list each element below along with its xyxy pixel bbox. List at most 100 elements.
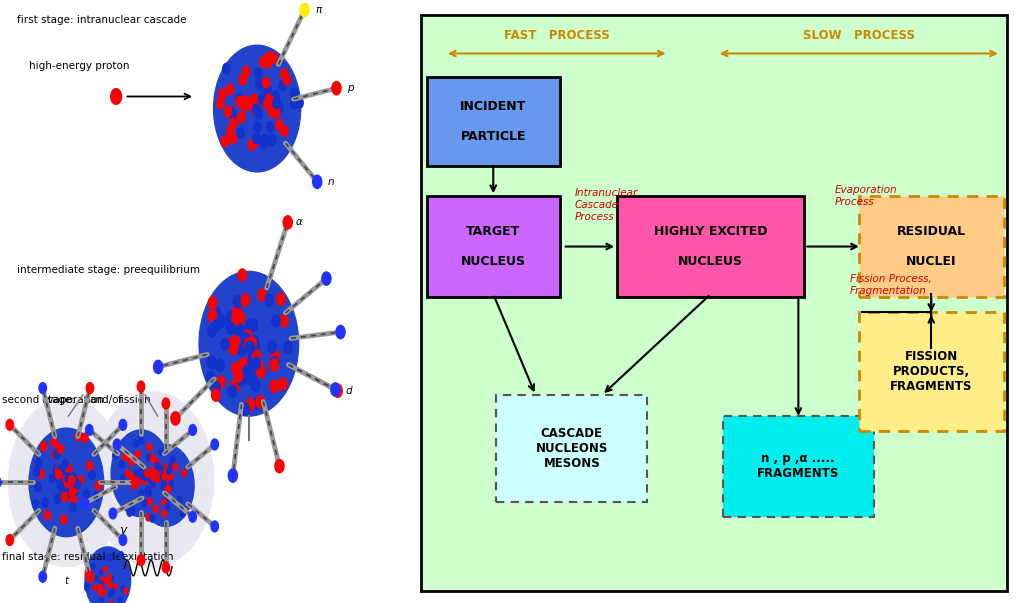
Text: n: n bbox=[328, 177, 334, 187]
Circle shape bbox=[82, 433, 88, 442]
Circle shape bbox=[167, 495, 172, 502]
Circle shape bbox=[109, 554, 112, 560]
Circle shape bbox=[284, 341, 292, 354]
Circle shape bbox=[238, 343, 246, 356]
Circle shape bbox=[146, 498, 152, 505]
Circle shape bbox=[109, 591, 113, 596]
Circle shape bbox=[8, 398, 124, 567]
Circle shape bbox=[332, 81, 341, 95]
Text: Evaporation
Process: Evaporation Process bbox=[835, 185, 897, 207]
Text: p: p bbox=[347, 83, 353, 93]
Circle shape bbox=[167, 481, 171, 488]
Circle shape bbox=[279, 377, 287, 390]
Circle shape bbox=[153, 505, 158, 513]
Circle shape bbox=[251, 379, 260, 391]
Circle shape bbox=[229, 118, 238, 129]
Circle shape bbox=[62, 459, 69, 469]
Circle shape bbox=[86, 425, 93, 435]
FancyBboxPatch shape bbox=[497, 395, 647, 502]
Circle shape bbox=[291, 88, 298, 99]
Circle shape bbox=[59, 482, 66, 491]
Circle shape bbox=[150, 481, 155, 488]
Circle shape bbox=[257, 366, 265, 378]
Circle shape bbox=[163, 498, 168, 505]
Circle shape bbox=[281, 125, 288, 136]
Circle shape bbox=[137, 469, 142, 476]
Circle shape bbox=[236, 93, 243, 104]
Circle shape bbox=[109, 582, 112, 588]
Circle shape bbox=[256, 79, 263, 90]
Circle shape bbox=[241, 403, 249, 415]
Circle shape bbox=[146, 443, 152, 451]
Circle shape bbox=[133, 472, 138, 479]
Text: Intranuclear
Cascade
Process: Intranuclear Cascade Process bbox=[574, 188, 638, 221]
Circle shape bbox=[248, 356, 257, 368]
Circle shape bbox=[223, 63, 230, 74]
Circle shape bbox=[53, 450, 59, 459]
Circle shape bbox=[267, 96, 274, 107]
Text: INCIDENT

PARTICLE: INCIDENT PARTICLE bbox=[460, 100, 526, 144]
Circle shape bbox=[221, 338, 229, 350]
Circle shape bbox=[253, 102, 260, 112]
Circle shape bbox=[280, 315, 288, 327]
Circle shape bbox=[169, 463, 174, 469]
Text: π: π bbox=[315, 5, 322, 15]
Circle shape bbox=[261, 134, 268, 145]
Circle shape bbox=[284, 74, 291, 85]
Circle shape bbox=[93, 585, 96, 590]
Circle shape bbox=[65, 489, 71, 498]
Circle shape bbox=[100, 577, 104, 582]
Circle shape bbox=[139, 437, 144, 444]
Circle shape bbox=[241, 327, 249, 339]
Text: high-energy proton: high-energy proton bbox=[29, 62, 129, 71]
Circle shape bbox=[100, 597, 103, 602]
Circle shape bbox=[139, 467, 144, 474]
Circle shape bbox=[173, 464, 178, 470]
Circle shape bbox=[151, 467, 156, 474]
Circle shape bbox=[62, 476, 69, 485]
Circle shape bbox=[246, 340, 254, 352]
Circle shape bbox=[105, 555, 110, 560]
Circle shape bbox=[189, 511, 197, 522]
Circle shape bbox=[162, 471, 167, 478]
Circle shape bbox=[141, 477, 146, 485]
Circle shape bbox=[111, 589, 115, 594]
Circle shape bbox=[229, 342, 238, 355]
Circle shape bbox=[112, 430, 171, 517]
Circle shape bbox=[234, 370, 243, 382]
Circle shape bbox=[226, 322, 234, 335]
Circle shape bbox=[271, 91, 280, 102]
Circle shape bbox=[125, 470, 130, 477]
Circle shape bbox=[69, 475, 75, 485]
Circle shape bbox=[140, 467, 145, 475]
Circle shape bbox=[244, 330, 252, 343]
Circle shape bbox=[125, 452, 130, 459]
Circle shape bbox=[72, 487, 78, 496]
Circle shape bbox=[252, 104, 259, 115]
Circle shape bbox=[250, 94, 258, 105]
Circle shape bbox=[252, 350, 261, 362]
Circle shape bbox=[137, 444, 195, 526]
Circle shape bbox=[127, 509, 132, 516]
Circle shape bbox=[208, 310, 217, 322]
Circle shape bbox=[120, 474, 125, 482]
Circle shape bbox=[156, 475, 160, 482]
Circle shape bbox=[207, 371, 215, 384]
Circle shape bbox=[260, 137, 267, 148]
Circle shape bbox=[199, 271, 299, 416]
Circle shape bbox=[212, 320, 221, 332]
Circle shape bbox=[140, 472, 145, 479]
Circle shape bbox=[211, 521, 218, 532]
FancyBboxPatch shape bbox=[859, 312, 1004, 431]
Circle shape bbox=[245, 338, 253, 350]
Circle shape bbox=[146, 489, 152, 496]
Circle shape bbox=[137, 555, 144, 566]
Circle shape bbox=[168, 473, 173, 480]
Circle shape bbox=[111, 89, 122, 104]
Circle shape bbox=[118, 598, 122, 603]
Circle shape bbox=[267, 136, 274, 146]
Circle shape bbox=[221, 136, 228, 147]
Circle shape bbox=[268, 106, 275, 117]
Circle shape bbox=[0, 477, 1, 488]
Circle shape bbox=[238, 112, 245, 122]
